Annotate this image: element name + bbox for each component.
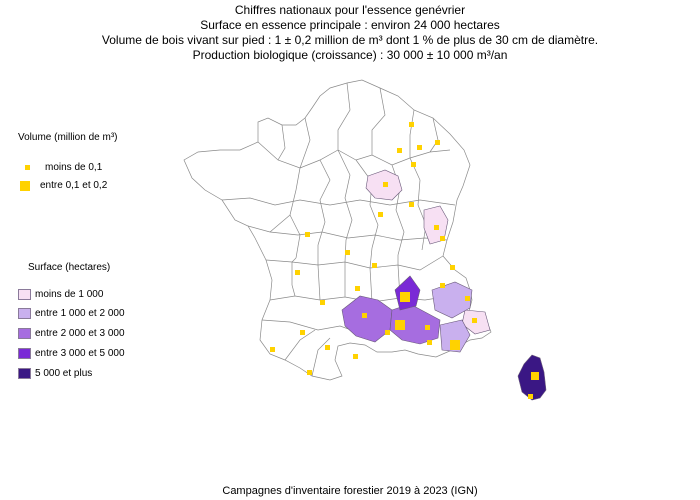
title-surface: Surface en essence principale : environ … [200, 18, 500, 32]
volume-markers [270, 122, 539, 399]
vol-marker-small [295, 270, 300, 275]
vol-marker-small [465, 296, 470, 301]
surface-legend-label-2: entre 1 000 et 2 000 [35, 308, 125, 319]
surface-legend-label-1: moins de 1 000 [35, 289, 104, 300]
volume-legend-small-label: moins de 0,1 [45, 162, 103, 173]
surface-legend-item-3: entre 2 000 et 3 000 [18, 328, 125, 339]
swatch-class1 [18, 289, 31, 300]
vol-marker-small [409, 202, 414, 207]
volume-legend-title: Volume (million de m³) [18, 132, 118, 143]
title-essence: Chiffres nationaux pour l'essence genévr… [234, 3, 466, 17]
vol-marker-small [353, 354, 358, 359]
swatch-class5 [18, 368, 31, 379]
vol-marker-small [425, 325, 430, 330]
swatch-class4 [18, 348, 31, 359]
vol-marker-small [362, 313, 367, 318]
vol-marker-small [385, 330, 390, 335]
surface-legend-item-2: entre 1 000 et 2 000 [18, 308, 125, 319]
vol-marker-big [531, 372, 539, 380]
surface-legend-item-4: entre 3 000 et 5 000 [18, 348, 125, 359]
vol-marker-big [400, 292, 410, 302]
vol-marker-big [395, 320, 405, 330]
vol-marker-small [307, 370, 312, 375]
vol-marker-small [450, 265, 455, 270]
vol-marker-small [528, 394, 533, 399]
map-titles: Chiffres nationaux pour l'essence genévr… [0, 3, 700, 63]
swatch-class2 [18, 308, 31, 319]
volume-legend-big: entre 0,1 et 0,2 [20, 180, 107, 191]
vol-marker-small [427, 340, 432, 345]
vol-marker-small [270, 347, 275, 352]
vol-marker-small [409, 122, 414, 127]
dept-class2-a [431, 281, 473, 319]
vol-marker-small [435, 140, 440, 145]
vol-marker-small [411, 162, 416, 167]
vol-marker-small [325, 345, 330, 350]
surface-legend-item-5: 5 000 et plus [18, 368, 92, 379]
vol-marker-small [378, 212, 383, 217]
vol-marker-small [345, 250, 350, 255]
swatch-class3 [18, 328, 31, 339]
vol-marker-small [300, 330, 305, 335]
surface-legend-label-5: 5 000 et plus [35, 368, 93, 379]
vol-marker-small [397, 148, 402, 153]
dept-class2-b [439, 319, 471, 353]
dept-class3-b [389, 303, 441, 345]
title-production: Production biologique (croissance) : 30 … [192, 48, 508, 62]
volume-legend-small: moins de 0,1 [22, 162, 102, 173]
source-footer: Campagnes d'inventaire forestier 2019 à … [222, 485, 478, 497]
surface-legend-label-4: entre 3 000 et 5 000 [35, 348, 125, 359]
surface-legend-label-3: entre 2 000 et 3 000 [35, 328, 125, 339]
surface-legend-item-1: moins de 1 000 [18, 289, 103, 300]
vol-marker-small [440, 283, 445, 288]
vol-marker-small [417, 145, 422, 150]
vol-marker-small [372, 263, 377, 268]
vol-marker-big [450, 340, 460, 350]
vol-marker-small [434, 225, 439, 230]
vol-marker-small [440, 236, 445, 241]
surface-legend-title: Surface (hectares) [28, 262, 111, 273]
big-marker-swatch [20, 180, 30, 191]
volume-legend-big-label: entre 0,1 et 0,2 [40, 180, 108, 191]
vol-marker-small [320, 300, 325, 305]
vol-marker-small [355, 286, 360, 291]
title-volume: Volume de bois vivant sur pied : 1 ± 0,2… [101, 33, 599, 47]
vol-marker-small [472, 318, 477, 323]
dept-lines [221, 82, 456, 377]
small-marker-swatch [25, 165, 30, 170]
vol-marker-small [383, 182, 388, 187]
vol-marker-small [305, 232, 310, 237]
